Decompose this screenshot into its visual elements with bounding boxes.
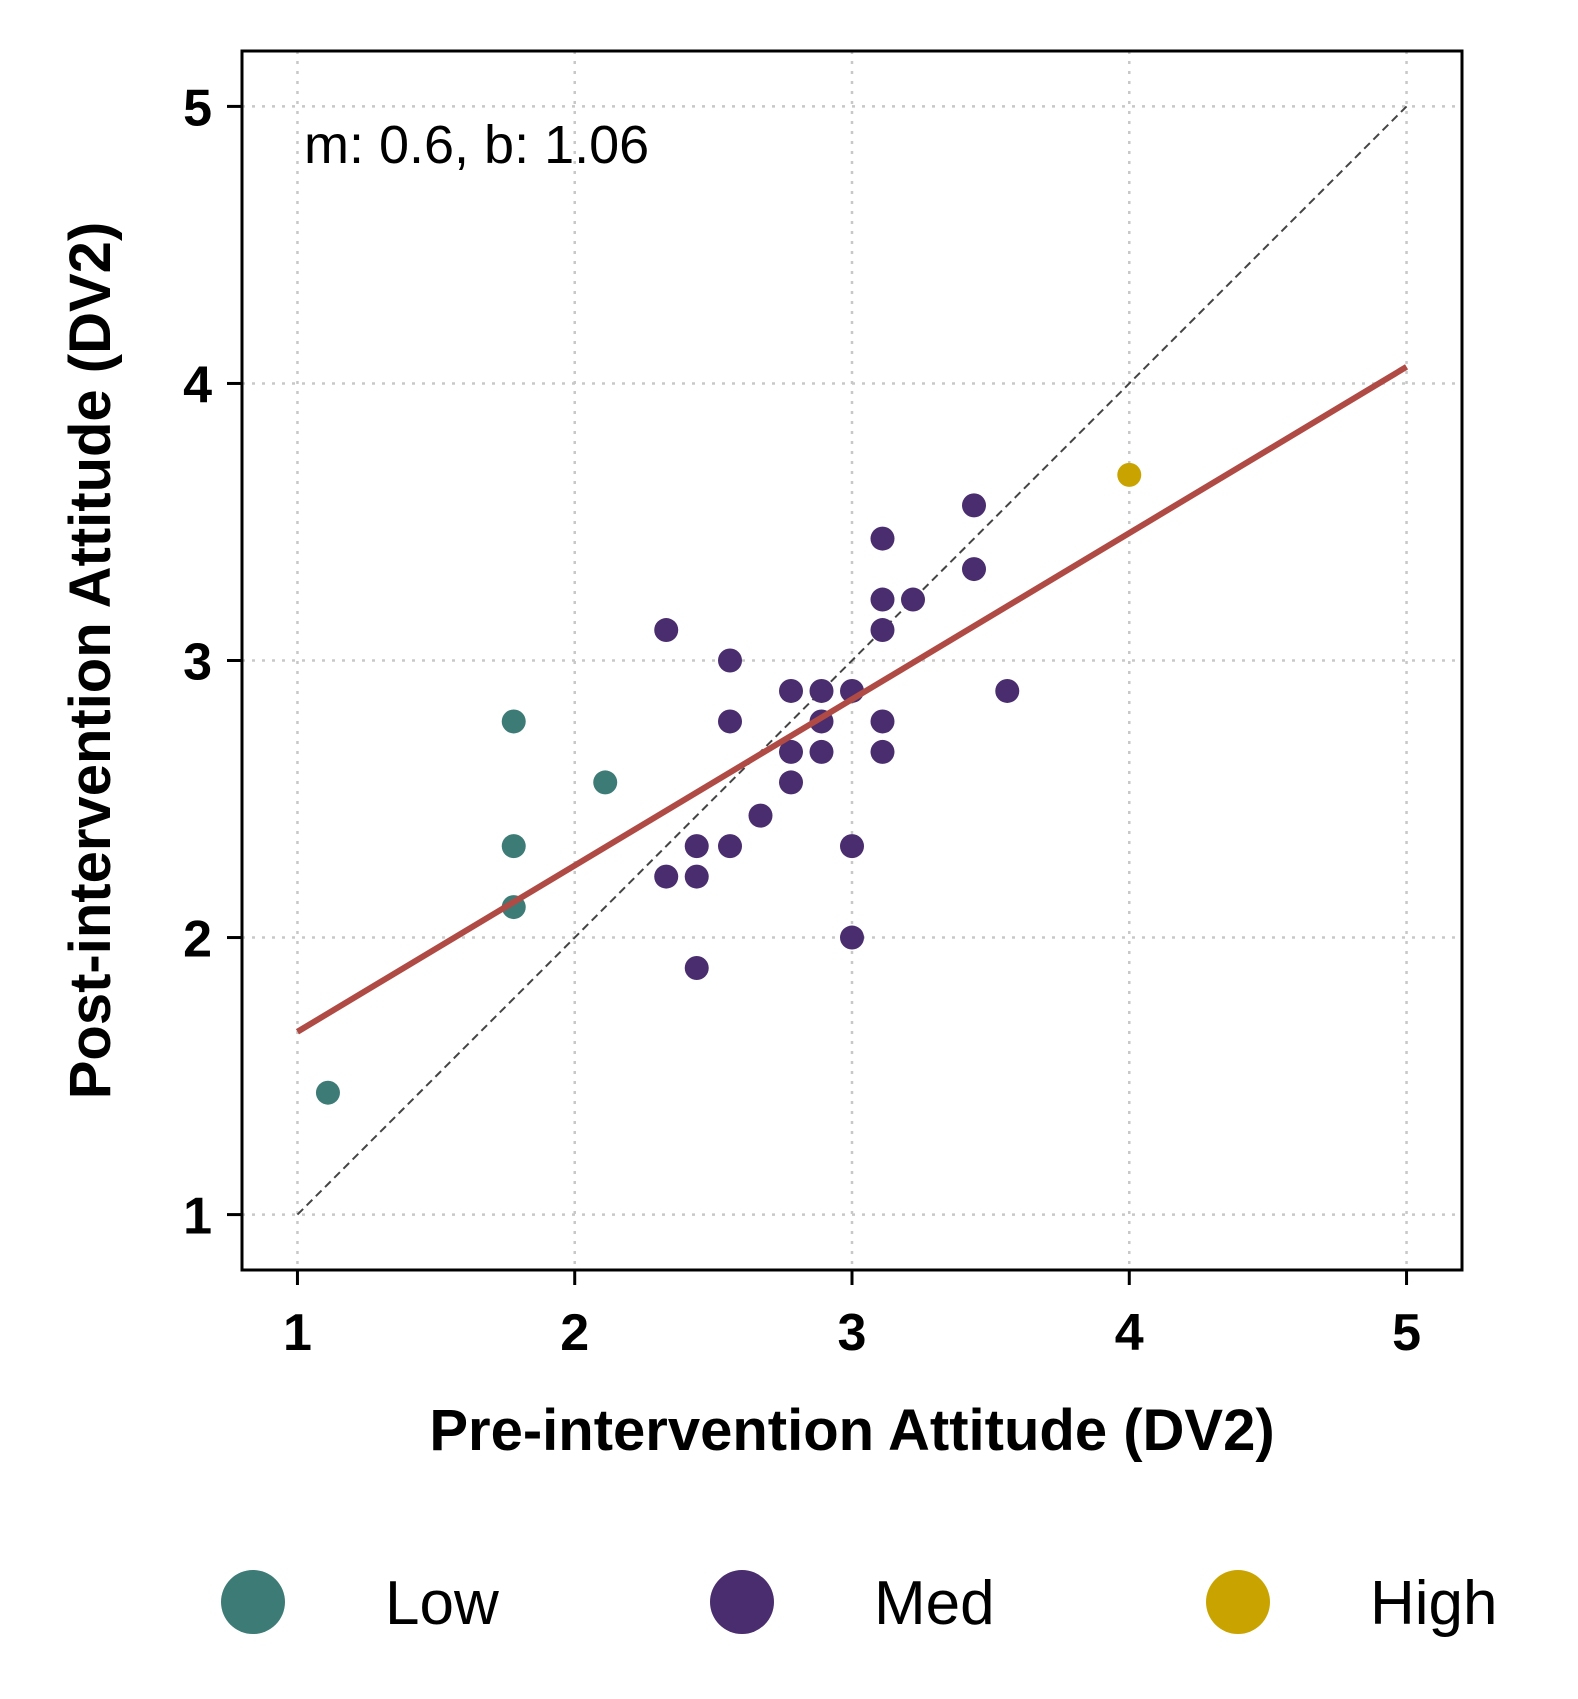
axis-ticks: 1 2 3 4 5 1 2 3 4 5 — [183, 79, 1421, 1362]
point-med — [718, 834, 742, 859]
fit-line — [295, 364, 1409, 1035]
y-tick-label: 1 — [183, 1188, 212, 1246]
legend-marker-med — [710, 1570, 774, 1634]
point-low — [501, 709, 526, 734]
point-med — [870, 709, 895, 734]
point-med — [654, 864, 679, 889]
y-tick-label: 5 — [183, 79, 212, 137]
series-med — [654, 493, 1020, 981]
point-med — [654, 618, 679, 643]
point-med — [962, 557, 986, 582]
point-med — [870, 739, 895, 764]
point-med — [840, 834, 864, 859]
y-tick-label: 4 — [183, 356, 212, 414]
legend-label-med: Med — [874, 1569, 995, 1638]
point-low — [315, 1080, 340, 1105]
point-med — [870, 587, 895, 612]
legend-label-low: Low — [385, 1569, 499, 1638]
legend-marker-high — [1206, 1570, 1270, 1634]
point-med — [684, 834, 709, 859]
point-med — [809, 739, 834, 764]
point-med — [684, 956, 709, 981]
legend-marker-low — [221, 1570, 285, 1634]
legend-label-high: High — [1370, 1569, 1498, 1638]
point-med — [779, 739, 803, 764]
point-med — [748, 803, 773, 828]
reference-lines — [296, 105, 1408, 1216]
y-tick-label: 2 — [183, 911, 212, 969]
x-tick-label: 3 — [838, 1304, 867, 1362]
x-tick-label: 2 — [560, 1304, 589, 1362]
point-med — [779, 770, 803, 795]
x-tick-label: 5 — [1392, 1304, 1421, 1362]
point-med — [901, 587, 925, 612]
point-high — [1117, 462, 1142, 487]
data-points — [315, 462, 1142, 1105]
point-med — [684, 864, 709, 889]
point-med — [870, 526, 895, 551]
point-med — [809, 678, 834, 703]
point-med — [779, 678, 803, 703]
point-med — [962, 493, 986, 518]
point-low — [501, 834, 526, 859]
identity-line — [296, 105, 1408, 1216]
x-tick-label: 4 — [1115, 1304, 1144, 1362]
x-tick-label: 1 — [283, 1304, 312, 1362]
y-axis-label: Post-intervention Attitude (DV2) — [58, 222, 123, 1100]
point-low — [593, 770, 618, 795]
series-high — [1117, 462, 1142, 487]
y-tick-label: 3 — [183, 634, 212, 692]
point-med — [870, 618, 895, 643]
point-med — [718, 648, 742, 673]
x-axis-label: Pre-intervention Attitude (DV2) — [429, 1398, 1274, 1463]
point-med — [995, 678, 1020, 703]
point-med — [718, 709, 742, 734]
fit-line-group — [295, 364, 1409, 1035]
legend: Low Med High — [221, 1569, 1498, 1638]
point-med — [840, 925, 864, 950]
fit-annotation: m: 0.6, b: 1.06 — [304, 115, 649, 175]
